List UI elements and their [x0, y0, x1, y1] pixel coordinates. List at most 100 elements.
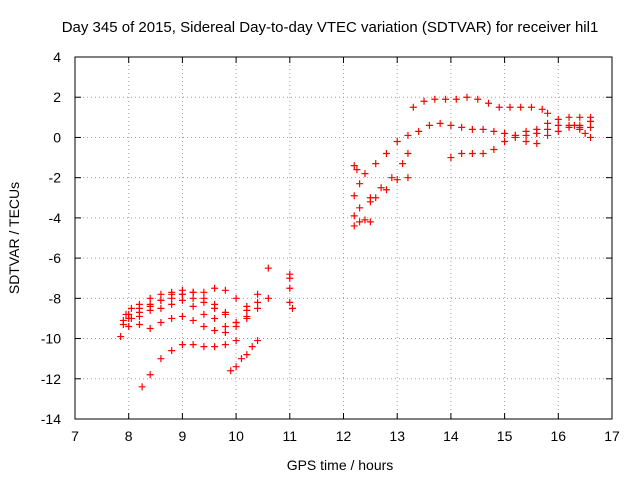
data-point — [447, 121, 455, 129]
data-point — [232, 322, 240, 330]
y-axis-label: SDTVAR / TECUs — [6, 182, 22, 294]
series-arc16 — [501, 129, 541, 147]
data-point — [286, 270, 294, 278]
data-point — [350, 212, 358, 220]
data-point — [189, 302, 197, 310]
data-point — [168, 314, 176, 322]
series-arc13 — [366, 174, 412, 206]
data-point — [554, 127, 562, 135]
data-point — [490, 127, 498, 135]
series-arc7 — [227, 337, 262, 375]
data-point — [200, 322, 208, 330]
data-point — [522, 127, 530, 135]
data-point — [538, 105, 546, 113]
data-point — [382, 186, 390, 194]
series-arc5 — [127, 312, 251, 337]
data-point — [168, 347, 176, 355]
series-arc6 — [138, 337, 240, 391]
data-point — [587, 133, 595, 141]
data-point — [404, 174, 412, 182]
data-point — [127, 314, 135, 322]
x-tick-label: 8 — [125, 428, 133, 444]
data-point — [254, 290, 262, 298]
chart-title: Day 345 of 2015, Sidereal Day-to-day VTE… — [62, 19, 599, 36]
data-point — [356, 218, 364, 226]
data-point — [211, 304, 219, 312]
data-point — [484, 99, 492, 107]
data-point — [522, 137, 530, 145]
data-point — [232, 363, 240, 371]
x-tick-label: 13 — [389, 428, 405, 444]
x-tick-label: 15 — [497, 428, 513, 444]
data-point — [377, 184, 385, 192]
data-point — [576, 125, 584, 133]
data-point — [221, 286, 229, 294]
data-point — [442, 95, 450, 103]
data-point — [420, 97, 428, 105]
data-point — [554, 121, 562, 129]
data-point — [248, 343, 256, 351]
data-point — [211, 284, 219, 292]
x-tick-label: 17 — [604, 428, 620, 444]
data-point — [501, 137, 509, 145]
series-arc14 — [409, 93, 552, 117]
series-arc18 — [570, 121, 595, 141]
series-arc10 — [350, 150, 412, 220]
data-point — [404, 131, 412, 139]
data-point — [517, 103, 525, 111]
data-points — [117, 93, 595, 391]
data-point — [286, 298, 294, 306]
data-point — [490, 146, 498, 154]
y-tick-label: -10 — [41, 331, 61, 347]
data-point — [227, 367, 235, 375]
data-point — [211, 343, 219, 351]
data-point — [393, 137, 401, 145]
data-point — [436, 119, 444, 127]
data-point — [372, 160, 380, 168]
data-point — [533, 125, 541, 133]
data-point — [458, 150, 466, 158]
data-point — [146, 325, 154, 332]
x-tick-label: 12 — [336, 428, 352, 444]
data-point — [399, 160, 407, 168]
y-tick-label: -2 — [49, 170, 62, 186]
y-tick-label: 2 — [53, 89, 61, 105]
data-point — [125, 322, 133, 330]
data-point — [189, 341, 197, 349]
data-point — [221, 341, 229, 349]
data-point — [554, 115, 562, 123]
data-point — [243, 314, 251, 322]
y-tick-labels: -14 -12 -10 -8 -6 -4 -2 0 2 4 — [41, 49, 61, 427]
data-point — [356, 204, 364, 212]
data-point — [544, 109, 552, 117]
data-point — [117, 333, 125, 341]
data-point — [157, 355, 165, 363]
series-arc8 — [264, 264, 296, 312]
data-point — [350, 162, 358, 170]
data-point — [587, 113, 595, 121]
data-point — [361, 170, 369, 178]
data-point — [468, 150, 476, 158]
x-axis-label: GPS time / hours — [287, 457, 394, 473]
y-tick-label: 0 — [53, 129, 61, 145]
series-arc12 — [350, 216, 374, 230]
data-point — [288, 304, 296, 312]
data-point — [350, 222, 358, 230]
data-point — [463, 93, 471, 101]
y-tick-label: -8 — [49, 290, 62, 306]
data-point — [157, 318, 165, 326]
plot-frame — [74, 56, 613, 420]
y-tick-label: -14 — [41, 411, 61, 427]
data-point — [243, 302, 251, 310]
data-point — [544, 119, 552, 127]
data-point — [178, 341, 186, 349]
data-point — [237, 355, 245, 363]
data-point — [135, 300, 143, 308]
data-point — [138, 383, 146, 391]
data-point — [565, 113, 573, 121]
data-point — [200, 288, 208, 296]
data-point — [544, 131, 552, 139]
data-point — [350, 192, 358, 200]
data-point — [409, 103, 417, 111]
data-point — [479, 150, 487, 158]
